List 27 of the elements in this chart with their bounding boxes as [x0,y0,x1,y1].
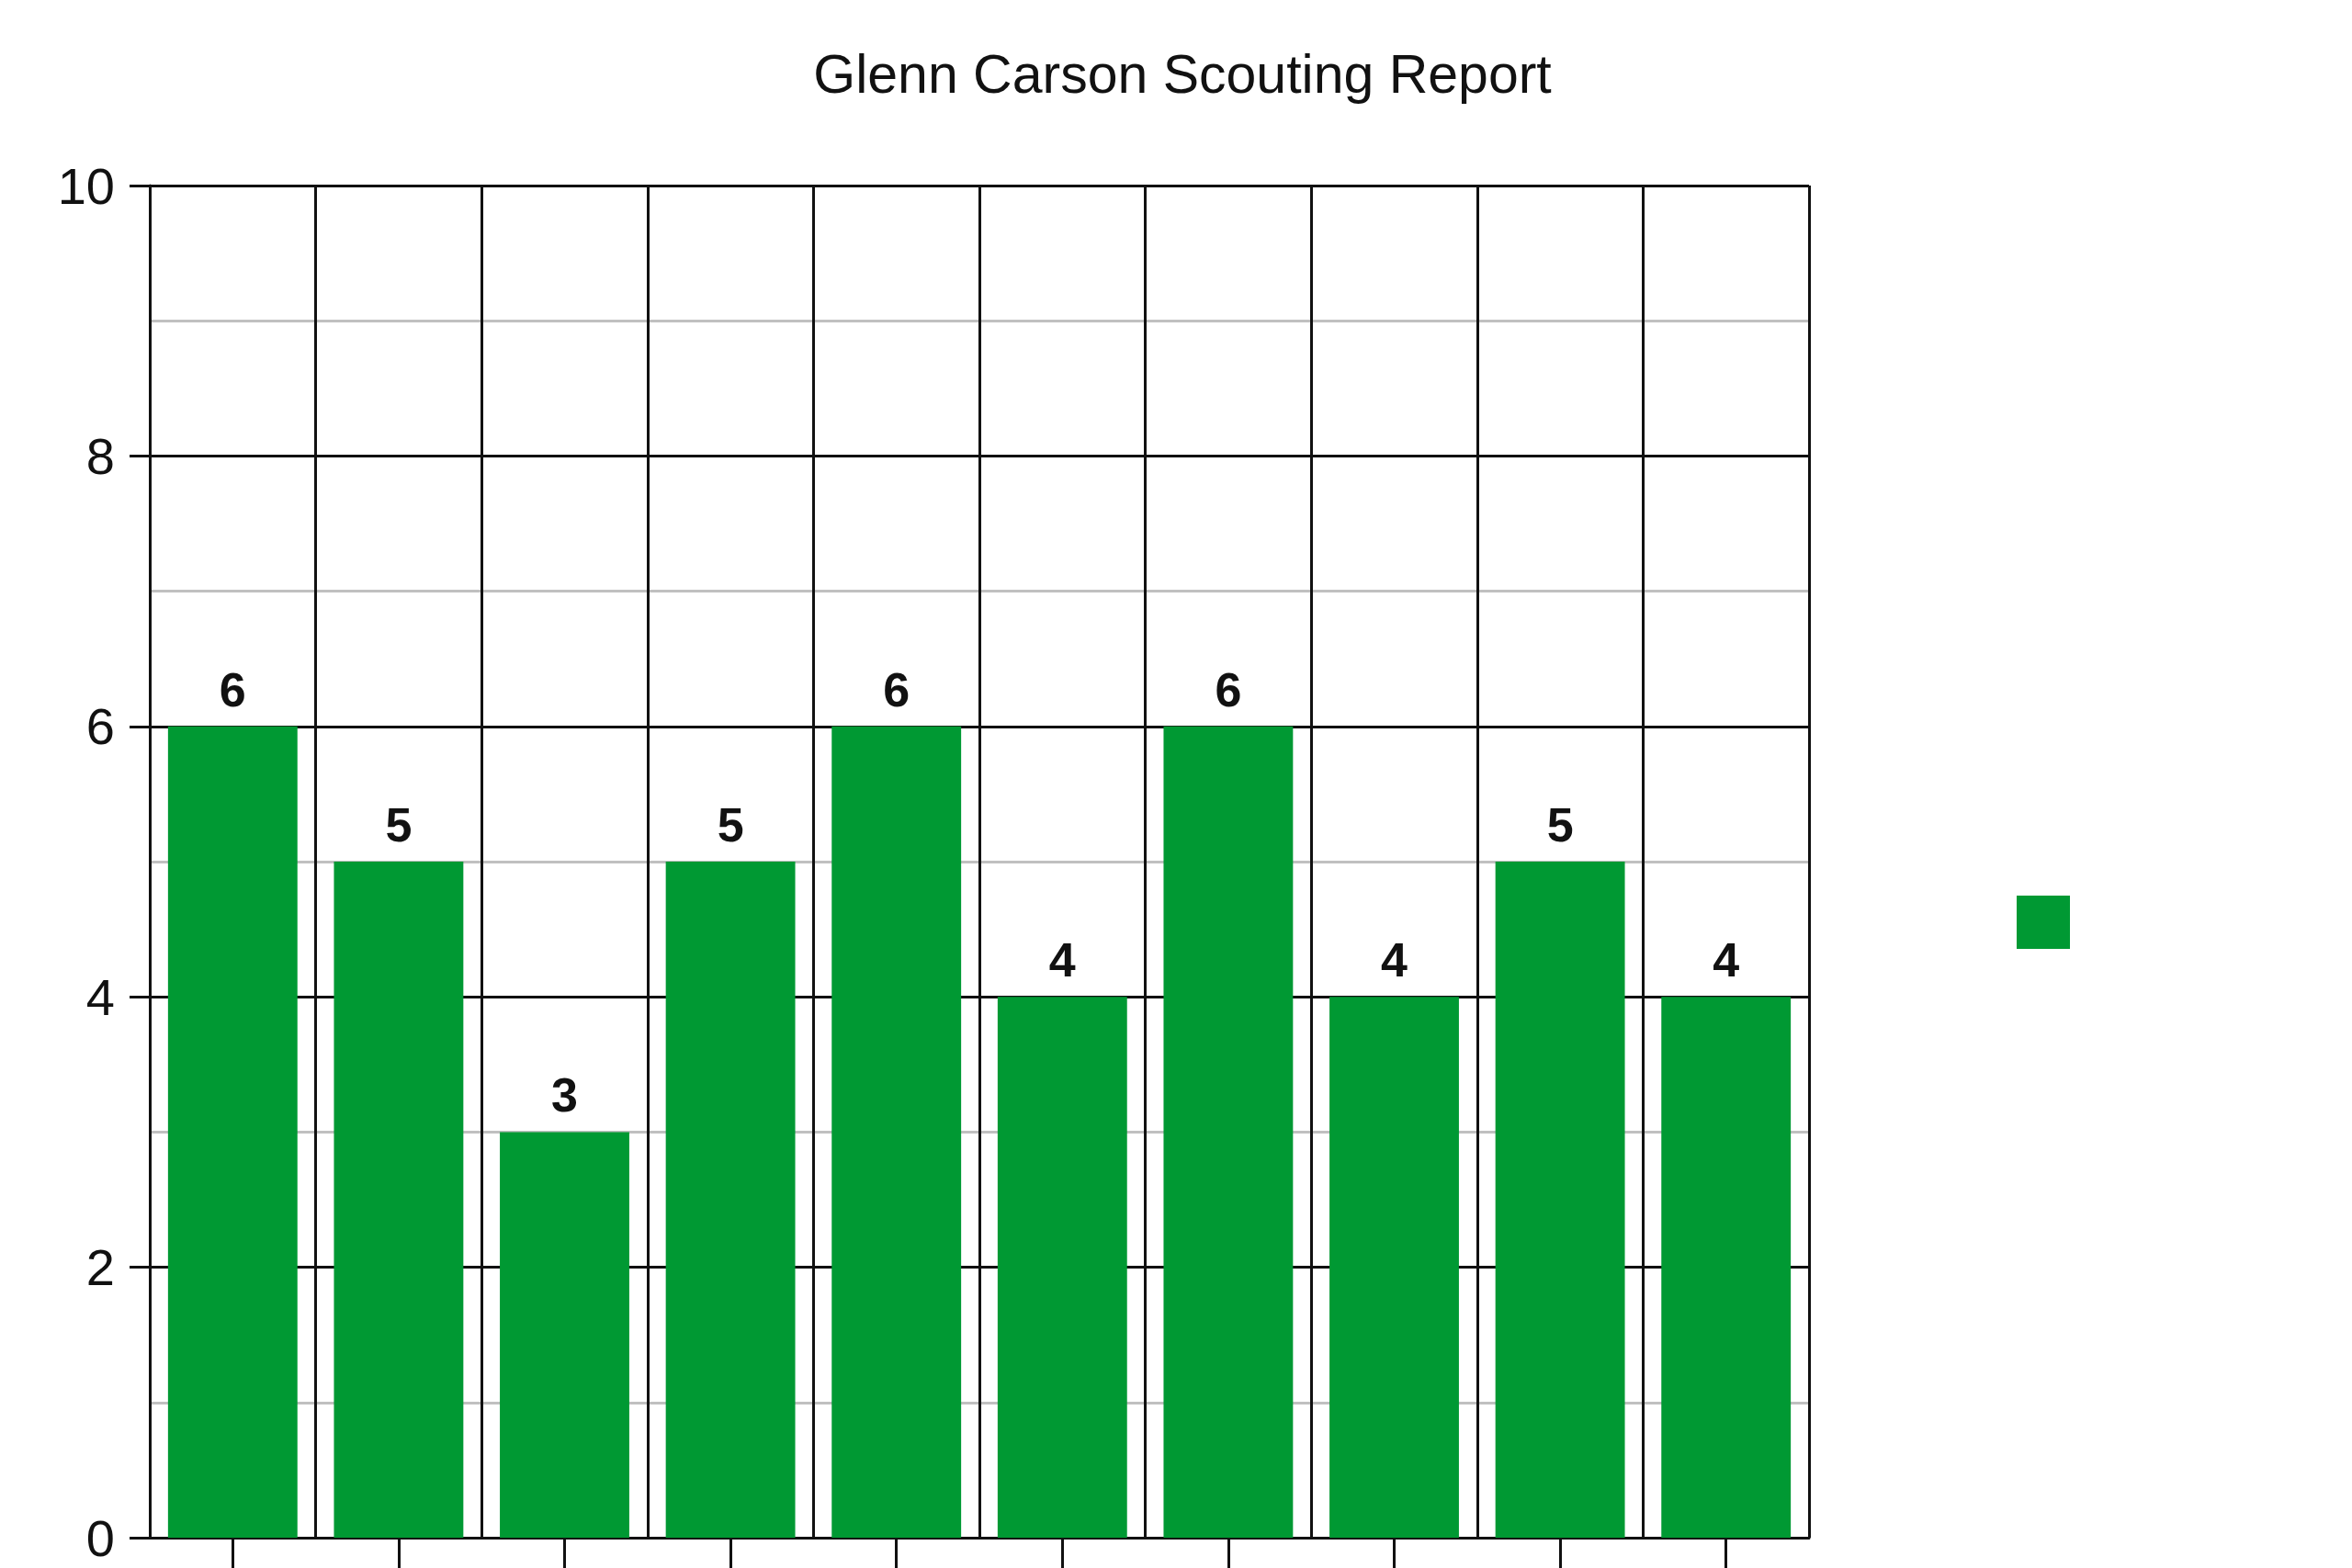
bar [665,862,796,1538]
data-label: 6 [1215,662,1242,716]
bar [997,997,1127,1538]
y-tick-label: 2 [85,1238,115,1297]
bar [1329,997,1459,1538]
y-tick-label: 8 [85,426,115,485]
bar [500,1132,629,1538]
y-tick-label: 4 [85,967,115,1026]
bar [831,726,962,1538]
data-label: 6 [883,662,910,716]
data-label: 4 [1048,933,1076,987]
bar [1163,726,1294,1538]
y-tick-label: 6 [85,697,115,756]
bar [334,862,464,1538]
data-label: 3 [551,1068,578,1122]
data-label: 5 [385,798,413,852]
bar [1661,997,1792,1538]
data-label: 4 [1713,933,1740,987]
y-tick-label: 10 [57,156,115,215]
data-label: 5 [717,798,744,852]
y-tick-label: 0 [85,1508,115,1567]
bar [167,726,298,1538]
bar [1495,862,1625,1538]
data-label: 5 [1546,798,1574,852]
data-label: 6 [219,662,246,716]
chart-title: Glenn Carson Scouting Report [813,43,1552,105]
data-label: 4 [1381,933,1408,987]
